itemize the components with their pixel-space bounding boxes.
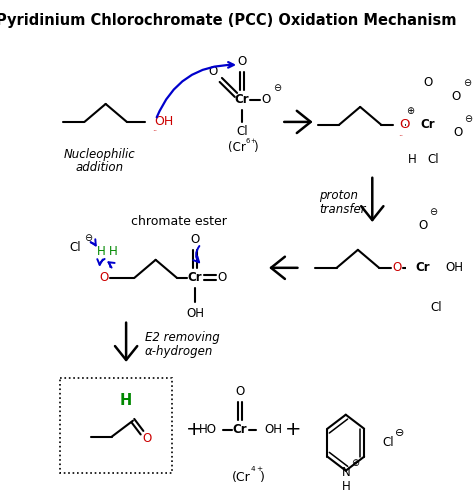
Text: (Cr: (Cr bbox=[228, 142, 246, 154]
Text: ··: ·· bbox=[398, 132, 403, 142]
Text: Cl: Cl bbox=[382, 436, 394, 449]
Text: $^{4+}$: $^{4+}$ bbox=[250, 467, 264, 477]
Text: O: O bbox=[452, 91, 461, 103]
Text: OH: OH bbox=[186, 307, 204, 320]
Text: ⊖: ⊖ bbox=[463, 78, 471, 88]
Text: +: + bbox=[186, 420, 202, 439]
Text: Cr: Cr bbox=[420, 118, 435, 131]
Text: proton: proton bbox=[319, 190, 358, 202]
Text: O: O bbox=[209, 65, 218, 78]
Text: O: O bbox=[237, 55, 246, 68]
Text: ): ) bbox=[260, 471, 265, 484]
Text: O: O bbox=[235, 385, 245, 398]
Text: O: O bbox=[400, 118, 410, 131]
Text: ⊖: ⊖ bbox=[465, 114, 473, 124]
Text: OH: OH bbox=[446, 261, 464, 274]
Text: addition: addition bbox=[75, 161, 124, 174]
Text: Pyridinium Chlorochromate (PCC) Oxidation Mechanism: Pyridinium Chlorochromate (PCC) Oxidatio… bbox=[0, 13, 456, 28]
Text: Cr: Cr bbox=[232, 423, 247, 436]
Text: ⊕: ⊕ bbox=[406, 106, 414, 116]
Text: Cl: Cl bbox=[70, 242, 81, 254]
Text: O: O bbox=[423, 76, 432, 90]
Text: OH: OH bbox=[154, 115, 173, 128]
Text: H: H bbox=[109, 246, 118, 258]
Text: Cl: Cl bbox=[431, 301, 443, 314]
Text: Cl: Cl bbox=[428, 153, 439, 166]
Text: O: O bbox=[262, 94, 271, 106]
Text: (Cr: (Cr bbox=[232, 471, 251, 484]
Text: O: O bbox=[142, 432, 151, 445]
Text: Cr: Cr bbox=[416, 261, 430, 274]
Text: α-hydrogen: α-hydrogen bbox=[145, 345, 213, 358]
Text: Cl: Cl bbox=[236, 125, 248, 139]
Text: HO: HO bbox=[199, 423, 217, 436]
Text: N: N bbox=[341, 466, 350, 479]
Text: H: H bbox=[341, 480, 350, 493]
Text: ⊖: ⊖ bbox=[395, 428, 404, 438]
Text: O: O bbox=[392, 261, 402, 274]
Text: O: O bbox=[453, 126, 463, 140]
Text: Cr: Cr bbox=[188, 271, 202, 284]
Text: H: H bbox=[119, 393, 131, 408]
Text: H: H bbox=[408, 153, 417, 166]
Text: OH: OH bbox=[264, 423, 282, 436]
Text: $^{6+}$: $^{6+}$ bbox=[245, 138, 258, 148]
Text: transfer: transfer bbox=[319, 203, 366, 216]
Text: Nucleophilic: Nucleophilic bbox=[64, 148, 136, 161]
Text: ⊕: ⊕ bbox=[351, 458, 359, 468]
Text: ⊖: ⊖ bbox=[84, 233, 92, 243]
Text: O: O bbox=[218, 271, 227, 284]
Text: ⊖: ⊖ bbox=[429, 207, 438, 217]
Text: H: H bbox=[97, 246, 106, 258]
Text: ): ) bbox=[253, 142, 257, 154]
Text: O: O bbox=[419, 219, 428, 232]
Text: +: + bbox=[284, 420, 301, 439]
Text: E2 removing: E2 removing bbox=[145, 331, 220, 344]
Text: O: O bbox=[191, 233, 200, 247]
Text: ··: ·· bbox=[153, 127, 158, 137]
Text: Cr: Cr bbox=[235, 94, 249, 106]
Text: ⊖: ⊖ bbox=[273, 83, 281, 93]
Text: O: O bbox=[100, 271, 109, 284]
Text: chromate ester: chromate ester bbox=[131, 215, 227, 228]
